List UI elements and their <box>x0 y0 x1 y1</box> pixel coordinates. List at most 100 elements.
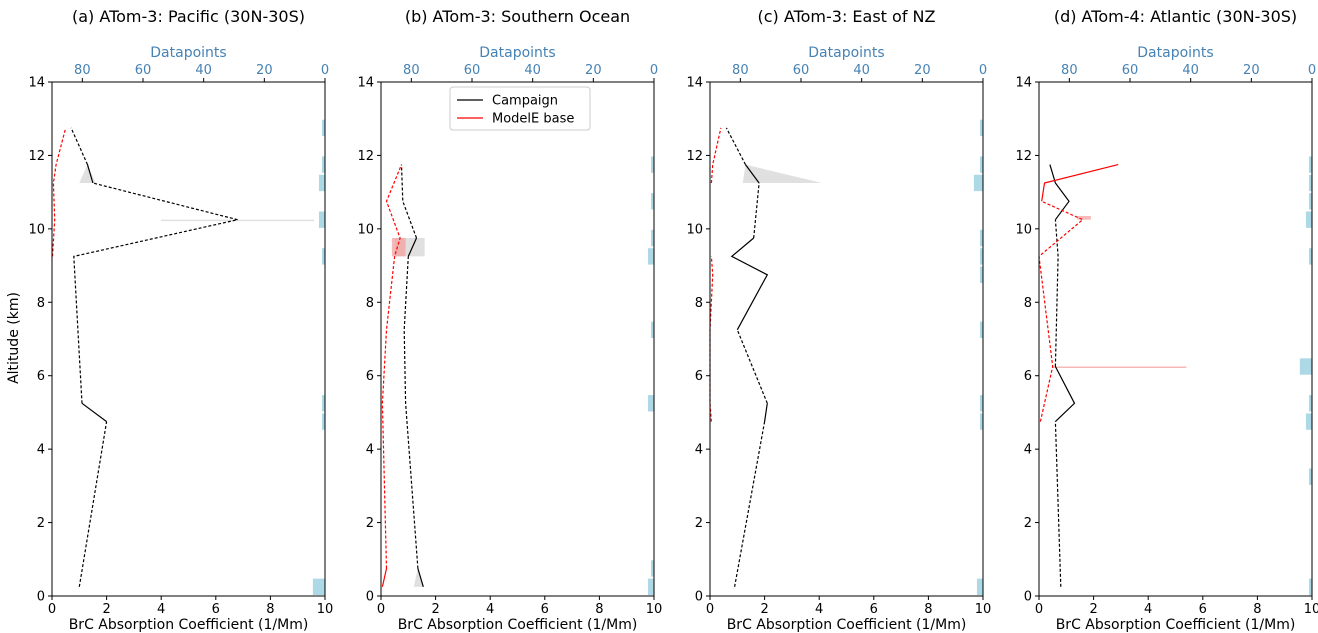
y-tick-label: 2 <box>1024 516 1032 531</box>
series-line-campaign <box>400 164 418 239</box>
y-tick-label: 10 <box>1015 222 1032 237</box>
y-tick-label: 4 <box>1024 443 1032 458</box>
top-tick-label: 40 <box>195 63 212 78</box>
x-tick-label: 6 <box>212 602 220 617</box>
uncertainty-band <box>391 238 406 257</box>
series-line-modele-base <box>710 127 722 184</box>
x-tick-label: 4 <box>486 602 494 617</box>
x-tick-label: 8 <box>266 602 274 617</box>
series-line-campaign <box>70 127 89 165</box>
y-axis-label: Altitude (km) <box>6 292 22 384</box>
y-tick-label: 10 <box>28 222 45 237</box>
series-line-campaign <box>730 237 769 331</box>
series-line-campaign <box>734 421 766 587</box>
y-tick-label: 0 <box>37 590 45 605</box>
uncertainty-band <box>1077 216 1091 220</box>
series-line-campaign <box>1054 219 1059 367</box>
series-line-campaign <box>753 182 760 239</box>
datapoints-bar <box>650 156 654 173</box>
series-line-campaign <box>81 402 107 423</box>
y-tick-label: 2 <box>695 516 703 531</box>
y-tick-label: 8 <box>366 296 374 311</box>
datapoints-bar <box>321 413 325 430</box>
datapoints-bar <box>321 395 325 412</box>
datapoints-bar <box>1308 193 1312 210</box>
y-tick-label: 0 <box>366 590 374 605</box>
datapoints-bar <box>979 248 983 265</box>
series-line-campaign <box>1049 164 1070 221</box>
chart-title: (b) ATom-3: Southern Ocean <box>405 7 630 26</box>
top-tick-label: 60 <box>135 63 152 78</box>
plot-frame <box>380 81 655 597</box>
uncertainty-band <box>79 164 96 183</box>
top-axis-label: Datapoints <box>808 45 884 61</box>
x-axis-label: BrC Absorption Coefficient (1/Mm) <box>727 617 967 633</box>
chart-title: (a) ATom-3: Pacific (30N-30S) <box>72 7 305 26</box>
top-tick-label: 0 <box>979 63 987 78</box>
datapoints-bar <box>647 578 654 595</box>
datapoints-bar <box>979 156 983 173</box>
y-tick-label: 12 <box>357 149 374 164</box>
y-tick-label: 0 <box>695 590 703 605</box>
top-tick-label: 20 <box>1243 63 1260 78</box>
y-tick-label: 6 <box>1024 369 1032 384</box>
x-tick-label: 6 <box>870 602 878 617</box>
datapoints-bar <box>979 119 983 137</box>
datapoints-bar <box>1308 174 1312 192</box>
x-tick-label: 6 <box>541 602 549 617</box>
y-tick-label: 14 <box>357 76 374 91</box>
legend-label: Campaign <box>492 94 558 109</box>
series-line-modele-base <box>1041 164 1119 202</box>
top-tick-label: 80 <box>74 63 91 78</box>
top-tick-label: 40 <box>853 63 870 78</box>
datapoints-bar <box>647 395 654 412</box>
series-line-campaign <box>736 329 768 404</box>
series-line-campaign <box>86 164 94 184</box>
top-tick-label: 20 <box>585 63 602 78</box>
x-tick-label: 0 <box>706 602 714 617</box>
x-tick-label: 2 <box>431 602 439 617</box>
plot-frame <box>709 81 984 597</box>
datapoints-bar <box>1308 468 1312 485</box>
top-tick-label: 60 <box>1122 63 1139 78</box>
y-tick-label: 14 <box>28 76 45 91</box>
x-tick-label: 8 <box>1253 602 1261 617</box>
uncertainty-band <box>742 164 822 183</box>
x-tick-label: 2 <box>1089 602 1097 617</box>
datapoints-bar <box>1308 395 1312 412</box>
datapoints-bar <box>1305 413 1312 430</box>
y-tick-label: 0 <box>1024 590 1032 605</box>
datapoints-bar <box>318 174 325 192</box>
top-tick-label: 20 <box>914 63 931 78</box>
top-tick-label: 80 <box>403 63 420 78</box>
datapoints-bar <box>1308 156 1312 173</box>
uncertainty-band <box>161 219 315 222</box>
top-axis-label: Datapoints <box>1137 45 1213 61</box>
top-tick-label: 80 <box>732 63 749 78</box>
datapoints-bar <box>973 174 983 192</box>
series-line-campaign <box>403 256 419 569</box>
datapoints-bar <box>979 229 983 247</box>
y-tick-label: 2 <box>37 516 45 531</box>
x-tick-label: 0 <box>377 602 385 617</box>
series-line-modele-base <box>51 127 67 257</box>
series-line-campaign <box>1054 421 1062 587</box>
datapoints-bar <box>979 395 983 412</box>
y-tick-label: 6 <box>695 369 703 384</box>
top-tick-label: 40 <box>524 63 541 78</box>
datapoints-bar <box>1299 358 1312 375</box>
top-tick-label: 0 <box>321 63 329 78</box>
x-tick-label: 4 <box>1144 602 1152 617</box>
y-tick-label: 2 <box>366 516 374 531</box>
x-tick-label: 4 <box>157 602 165 617</box>
x-tick-label: 6 <box>1199 602 1207 617</box>
y-tick-label: 4 <box>695 443 703 458</box>
series-line-modele-base <box>381 568 388 587</box>
y-tick-label: 8 <box>37 296 45 311</box>
x-tick-label: 10 <box>317 602 334 617</box>
y-tick-label: 8 <box>1024 296 1032 311</box>
x-tick-label: 10 <box>646 602 663 617</box>
x-tick-label: 2 <box>760 602 768 617</box>
series-line-campaign <box>78 421 108 587</box>
datapoints-bar <box>321 248 325 265</box>
